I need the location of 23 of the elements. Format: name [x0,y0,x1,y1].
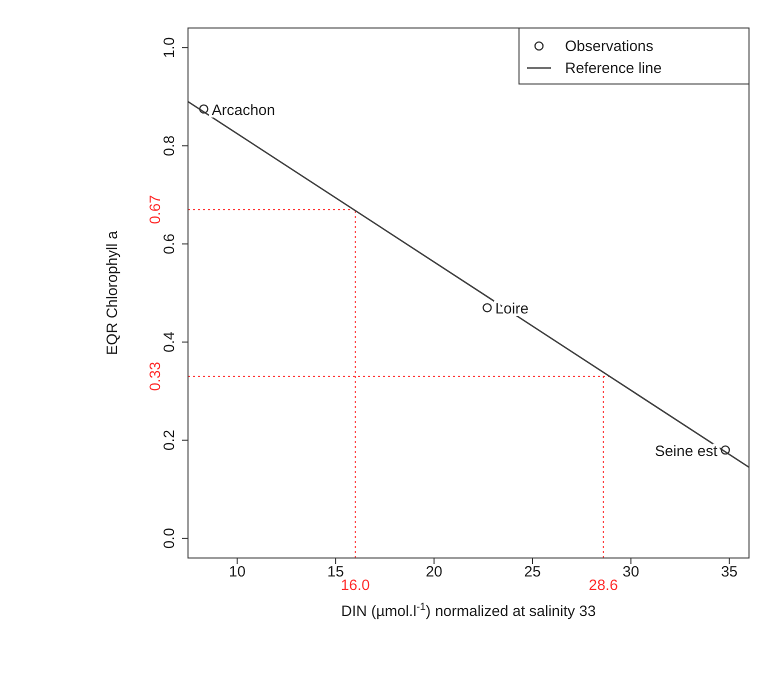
x-tick-label: 35 [720,564,738,581]
y-tick-label: 0.8 [161,135,178,156]
y-tick-label: 0.0 [161,528,178,549]
annotation: Seine est [654,443,718,460]
point [199,104,208,114]
point [482,303,492,312]
ref-line-label: 0.67 [147,194,164,224]
x-tick-label: 10 [228,564,246,581]
legend-label: Reference line [565,60,662,77]
x-tick-label: 25 [524,564,541,581]
ref-line-label: 0.33 [147,362,164,392]
y-tick-label: 0.4 [161,332,178,353]
y-tick-label: 1.0 [161,37,178,58]
legend-label: Observations [565,38,654,55]
ref-line-label: 28.6 [588,577,618,594]
x-tick-label: 30 [622,564,640,581]
y-tick-label: 0.2 [161,430,178,451]
x-axis-title: DIN (µmol.l$^{-1}$) normalized at salinity 33 [341,601,596,620]
annotation: Arcachon [212,102,276,119]
x-tick-label: 20 [426,564,442,581]
y-tick-label: 0.6 [161,233,178,254]
y-axis-title: EQR Chlorophyll a [104,230,121,356]
point [720,445,730,455]
